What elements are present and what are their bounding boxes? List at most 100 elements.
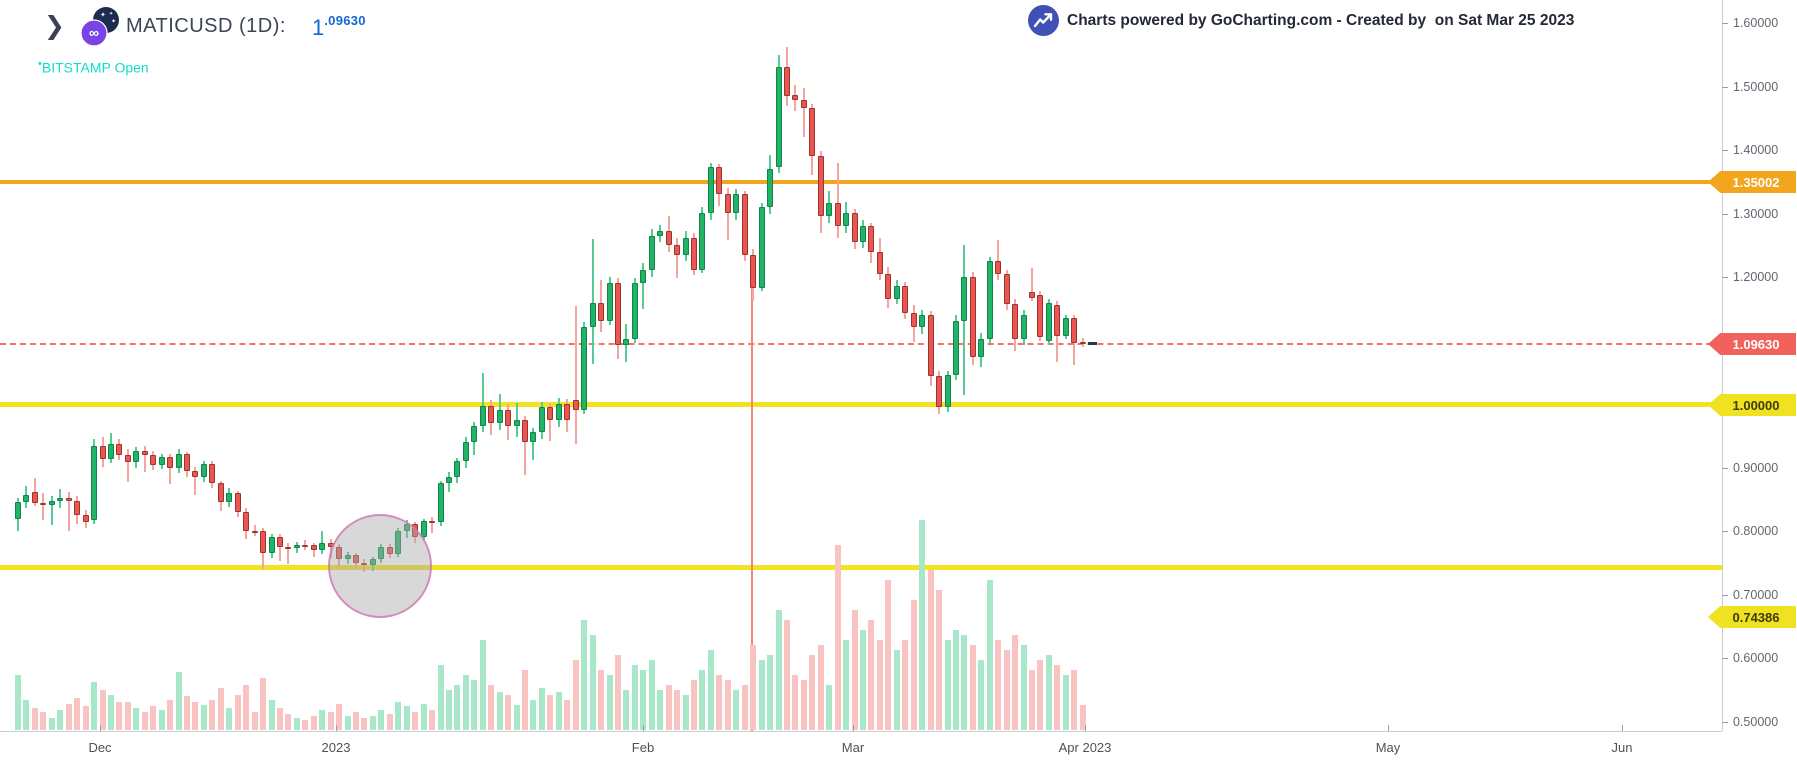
candle[interactable] [809, 108, 816, 156]
candle[interactable] [513, 419, 520, 426]
candle[interactable] [800, 99, 807, 109]
highlight-circle-annotation[interactable] [328, 514, 432, 618]
candle[interactable] [479, 405, 486, 426]
candle[interactable] [124, 455, 131, 463]
candle[interactable] [310, 545, 317, 551]
candle[interactable] [589, 302, 596, 328]
candle[interactable] [260, 531, 267, 553]
candle[interactable] [454, 460, 461, 477]
candle[interactable] [429, 521, 436, 524]
candle[interactable] [48, 501, 55, 505]
candle[interactable] [665, 231, 672, 245]
candle[interactable] [1003, 274, 1010, 304]
candle[interactable] [606, 282, 613, 322]
candle[interactable] [598, 302, 605, 322]
candle[interactable] [657, 231, 664, 236]
candle[interactable] [40, 502, 47, 505]
candle[interactable] [640, 270, 647, 283]
candle[interactable] [538, 406, 545, 433]
candle[interactable] [285, 546, 292, 549]
candle[interactable] [65, 498, 72, 501]
candle[interactable] [631, 282, 638, 339]
candle[interactable] [1071, 317, 1078, 343]
candle[interactable] [750, 254, 757, 288]
candle[interactable] [995, 260, 1002, 274]
candle[interactable] [944, 375, 951, 407]
candle[interactable] [783, 66, 790, 97]
candle[interactable] [184, 454, 190, 471]
candle[interactable] [234, 492, 241, 513]
candle[interactable] [817, 155, 824, 217]
candle[interactable] [860, 225, 866, 243]
candle[interactable] [614, 282, 621, 346]
candle[interactable] [919, 314, 926, 328]
candle[interactable] [927, 314, 934, 376]
candle[interactable] [1045, 302, 1052, 341]
candle[interactable] [445, 476, 452, 484]
candle[interactable] [876, 251, 883, 274]
candle[interactable] [902, 286, 909, 313]
candle[interactable] [192, 470, 199, 478]
candle[interactable] [462, 441, 469, 461]
candle[interactable] [741, 193, 748, 255]
candle[interactable] [724, 193, 731, 213]
support-resistance-line[interactable] [0, 401, 1722, 407]
candle[interactable] [1062, 317, 1069, 336]
candle[interactable] [826, 203, 833, 217]
candle[interactable] [209, 464, 216, 484]
candle[interactable] [1054, 304, 1061, 336]
candle[interactable] [251, 530, 258, 533]
candle[interactable] [1037, 294, 1044, 337]
candle[interactable] [1079, 341, 1086, 344]
candle[interactable] [276, 537, 283, 547]
candle[interactable] [699, 213, 706, 270]
candle[interactable] [99, 445, 106, 459]
candle[interactable] [986, 260, 993, 339]
candle[interactable] [31, 491, 38, 503]
collapse-chevron-icon[interactable]: ❯ [44, 12, 65, 40]
candle[interactable] [488, 405, 495, 423]
candle[interactable] [116, 443, 123, 456]
candle[interactable] [217, 483, 224, 503]
candle[interactable] [682, 238, 689, 255]
candle[interactable] [150, 455, 157, 465]
candle[interactable] [564, 403, 571, 420]
candle[interactable] [133, 451, 140, 463]
candle[interactable] [302, 544, 309, 547]
candle[interactable] [82, 515, 89, 522]
candle[interactable] [978, 338, 985, 357]
candle[interactable] [243, 512, 250, 531]
candle[interactable] [775, 66, 782, 168]
candle[interactable] [910, 312, 917, 328]
candle[interactable] [674, 244, 681, 255]
candle[interactable] [581, 327, 588, 410]
candle[interactable] [319, 543, 326, 551]
candle[interactable] [707, 167, 714, 213]
support-resistance-line[interactable] [0, 179, 1722, 184]
candle[interactable] [175, 454, 182, 468]
candle[interactable] [200, 464, 207, 478]
candle[interactable] [893, 286, 900, 300]
candle[interactable] [496, 409, 503, 423]
candle[interactable] [57, 498, 64, 502]
candle[interactable] [623, 338, 630, 346]
candle[interactable] [158, 457, 165, 465]
candle[interactable] [1012, 303, 1019, 340]
candle[interactable] [758, 206, 765, 288]
candle[interactable] [547, 406, 554, 420]
candle[interactable] [868, 225, 875, 252]
candle[interactable] [91, 445, 98, 520]
candle[interactable] [420, 521, 427, 538]
candle[interactable] [767, 168, 774, 207]
candle[interactable] [141, 451, 148, 456]
candle[interactable] [74, 500, 81, 516]
candle[interactable] [437, 483, 444, 523]
candle[interactable] [961, 276, 968, 321]
candle[interactable] [834, 203, 841, 226]
candle[interactable] [167, 457, 174, 468]
vertical-line-annotation[interactable] [751, 288, 753, 731]
candle[interactable] [792, 94, 799, 100]
support-resistance-line[interactable] [0, 564, 1722, 570]
candle[interactable] [952, 321, 959, 376]
candle[interactable] [1020, 315, 1027, 340]
